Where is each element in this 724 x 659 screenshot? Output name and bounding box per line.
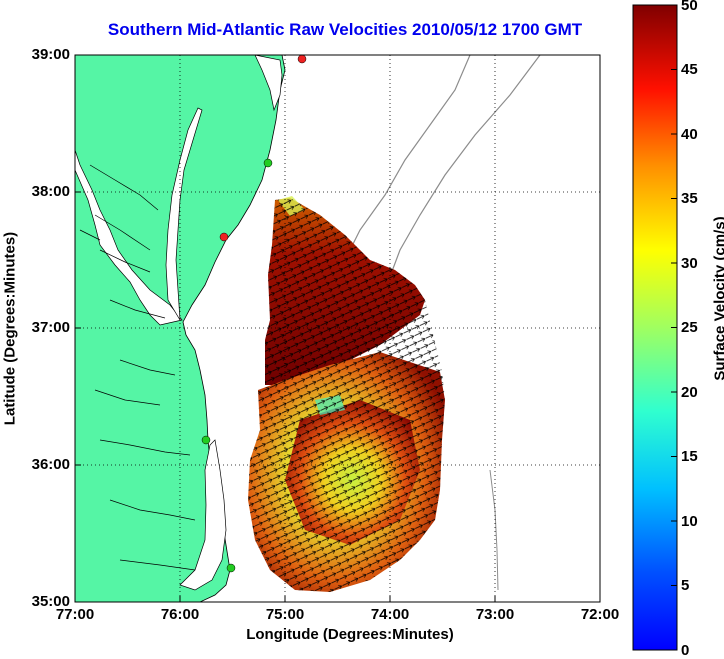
y-tick-label: 39:00 [31,46,70,63]
station-marker [297,55,307,64]
delaware-bay [254,55,283,112]
x-tick-label: 74:00 [370,606,410,623]
x-tick-label: 76:00 [160,606,200,623]
rivers [79,164,196,571]
y-axis-title: Latitude (Degrees:Minutes) [1,231,19,426]
y-tick-label: 35:00 [31,593,70,610]
chesapeake-bay [75,149,183,326]
station-marker [263,158,273,168]
colorbar-tick-label: 35 [681,190,698,207]
colorbar-tick-label: 5 [681,577,690,594]
velocity-field [248,196,445,592]
x-tick-label: 77:00 [55,606,95,623]
bathymetry-contour-deep [384,55,541,291]
bathymetry-contour-2 [489,469,499,591]
x-tick-label: 72:00 [580,606,620,623]
station-marker [201,435,211,445]
x-axis-title: Longitude (Degrees:Minutes) [246,626,454,643]
colorbar-tick-label: 50 [681,0,698,14]
colorbar-tick-label: 40 [681,126,698,143]
axis-ticks [75,191,496,602]
y-tick-label: 37:00 [31,319,70,336]
station-marker [226,563,236,573]
y-tick-label: 38:00 [31,183,70,200]
colorbar-tick-label: 45 [681,61,698,78]
colorbar-tick-label: 25 [681,319,698,336]
x-tick-label: 73:00 [475,606,515,623]
colorbar-tick-label: 10 [681,513,698,530]
x-tick-label: 75:00 [265,606,305,623]
chart-title: Southern Mid-Atlantic Raw Velocities 201… [107,20,583,39]
colorbar-title: Surface Velocity (cm/s) [711,216,724,381]
colorbar-tick-label: 0 [681,642,690,659]
station-marker [219,232,229,242]
colorbar [632,4,678,651]
y-tick-label: 36:00 [31,456,70,473]
pamlico-sound [179,439,227,591]
bay-channel [165,107,203,321]
colorbar-ticks [671,69,677,586]
colorbar-tick-label: 30 [681,255,698,272]
colorbar-tick-label: 20 [681,384,698,401]
colorbar-tick-label: 15 [681,448,698,465]
